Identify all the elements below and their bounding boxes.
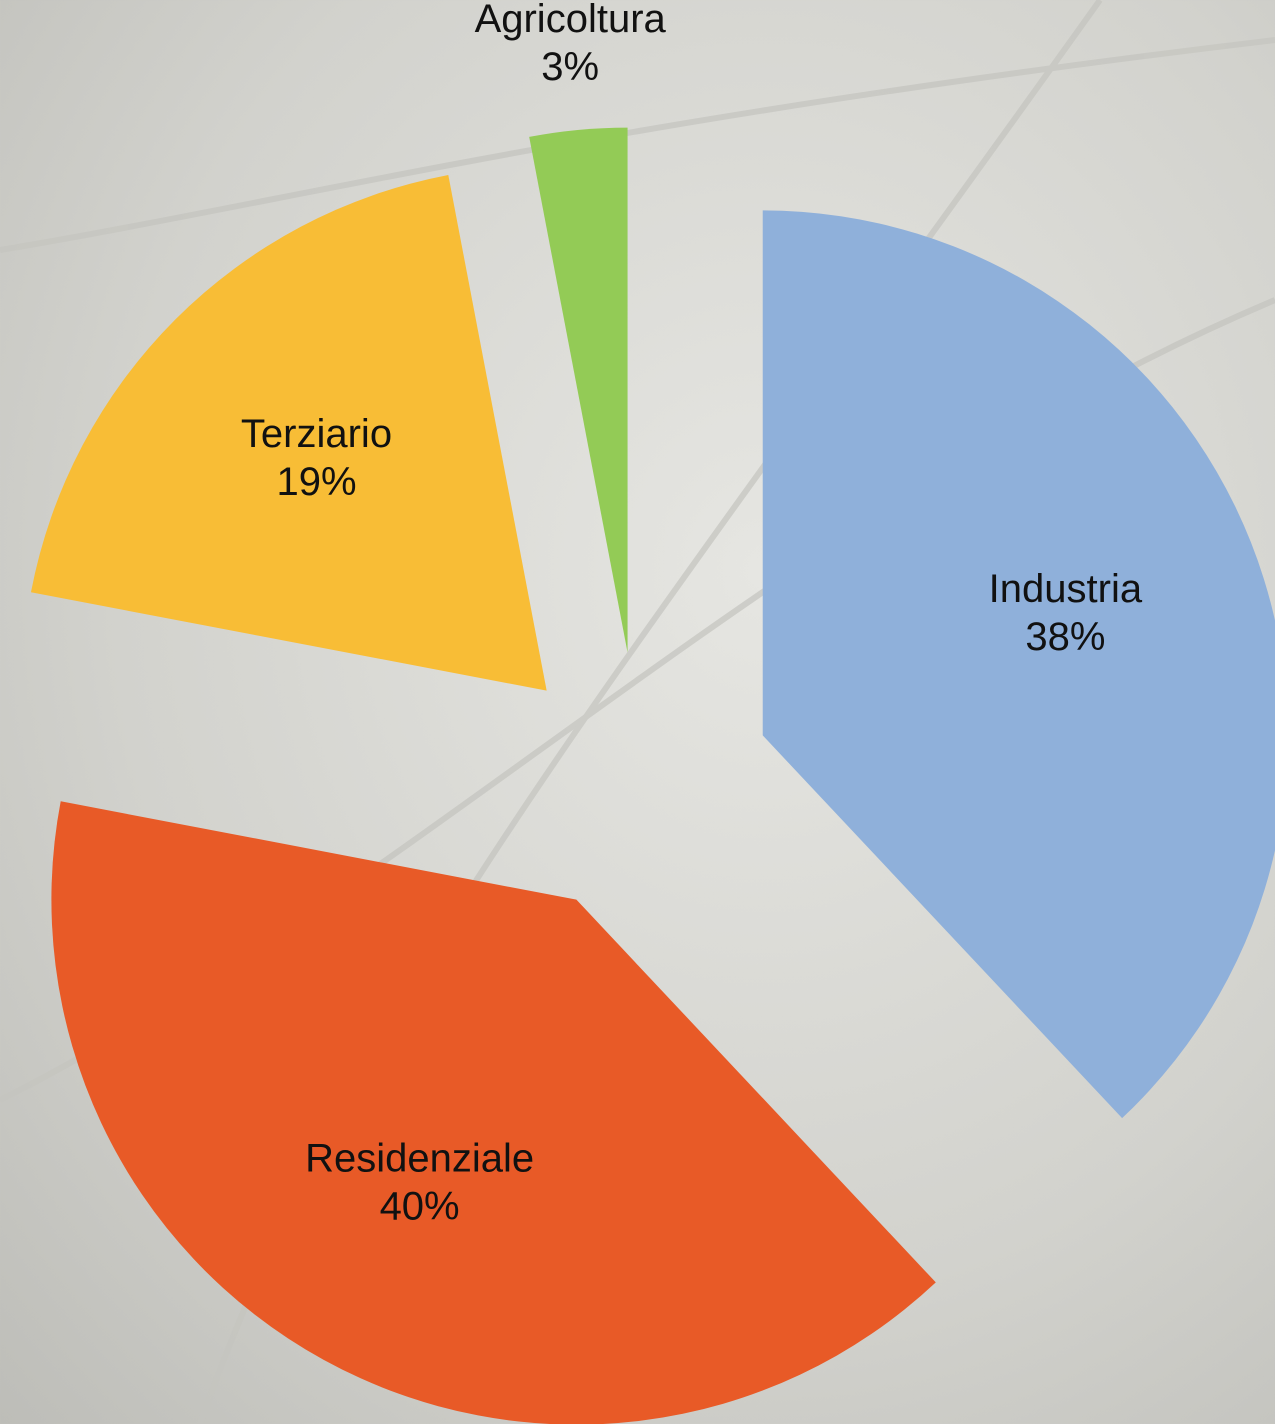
pie-slice	[762, 210, 1275, 1119]
slice-label: Agricoltura	[475, 0, 667, 41]
slice-value-label: 19%	[276, 460, 356, 504]
slice-value-label: 40%	[380, 1184, 460, 1228]
slice-label: Residenziale	[305, 1136, 534, 1180]
pie-slice	[529, 127, 628, 653]
slice-value-label: 3%	[541, 45, 599, 89]
pie-slice	[51, 801, 936, 1424]
slice-value-label: 38%	[1025, 615, 1105, 659]
slice-label: Industria	[989, 567, 1143, 611]
pie-slice	[30, 174, 547, 691]
slice-label: Terziario	[241, 412, 392, 456]
